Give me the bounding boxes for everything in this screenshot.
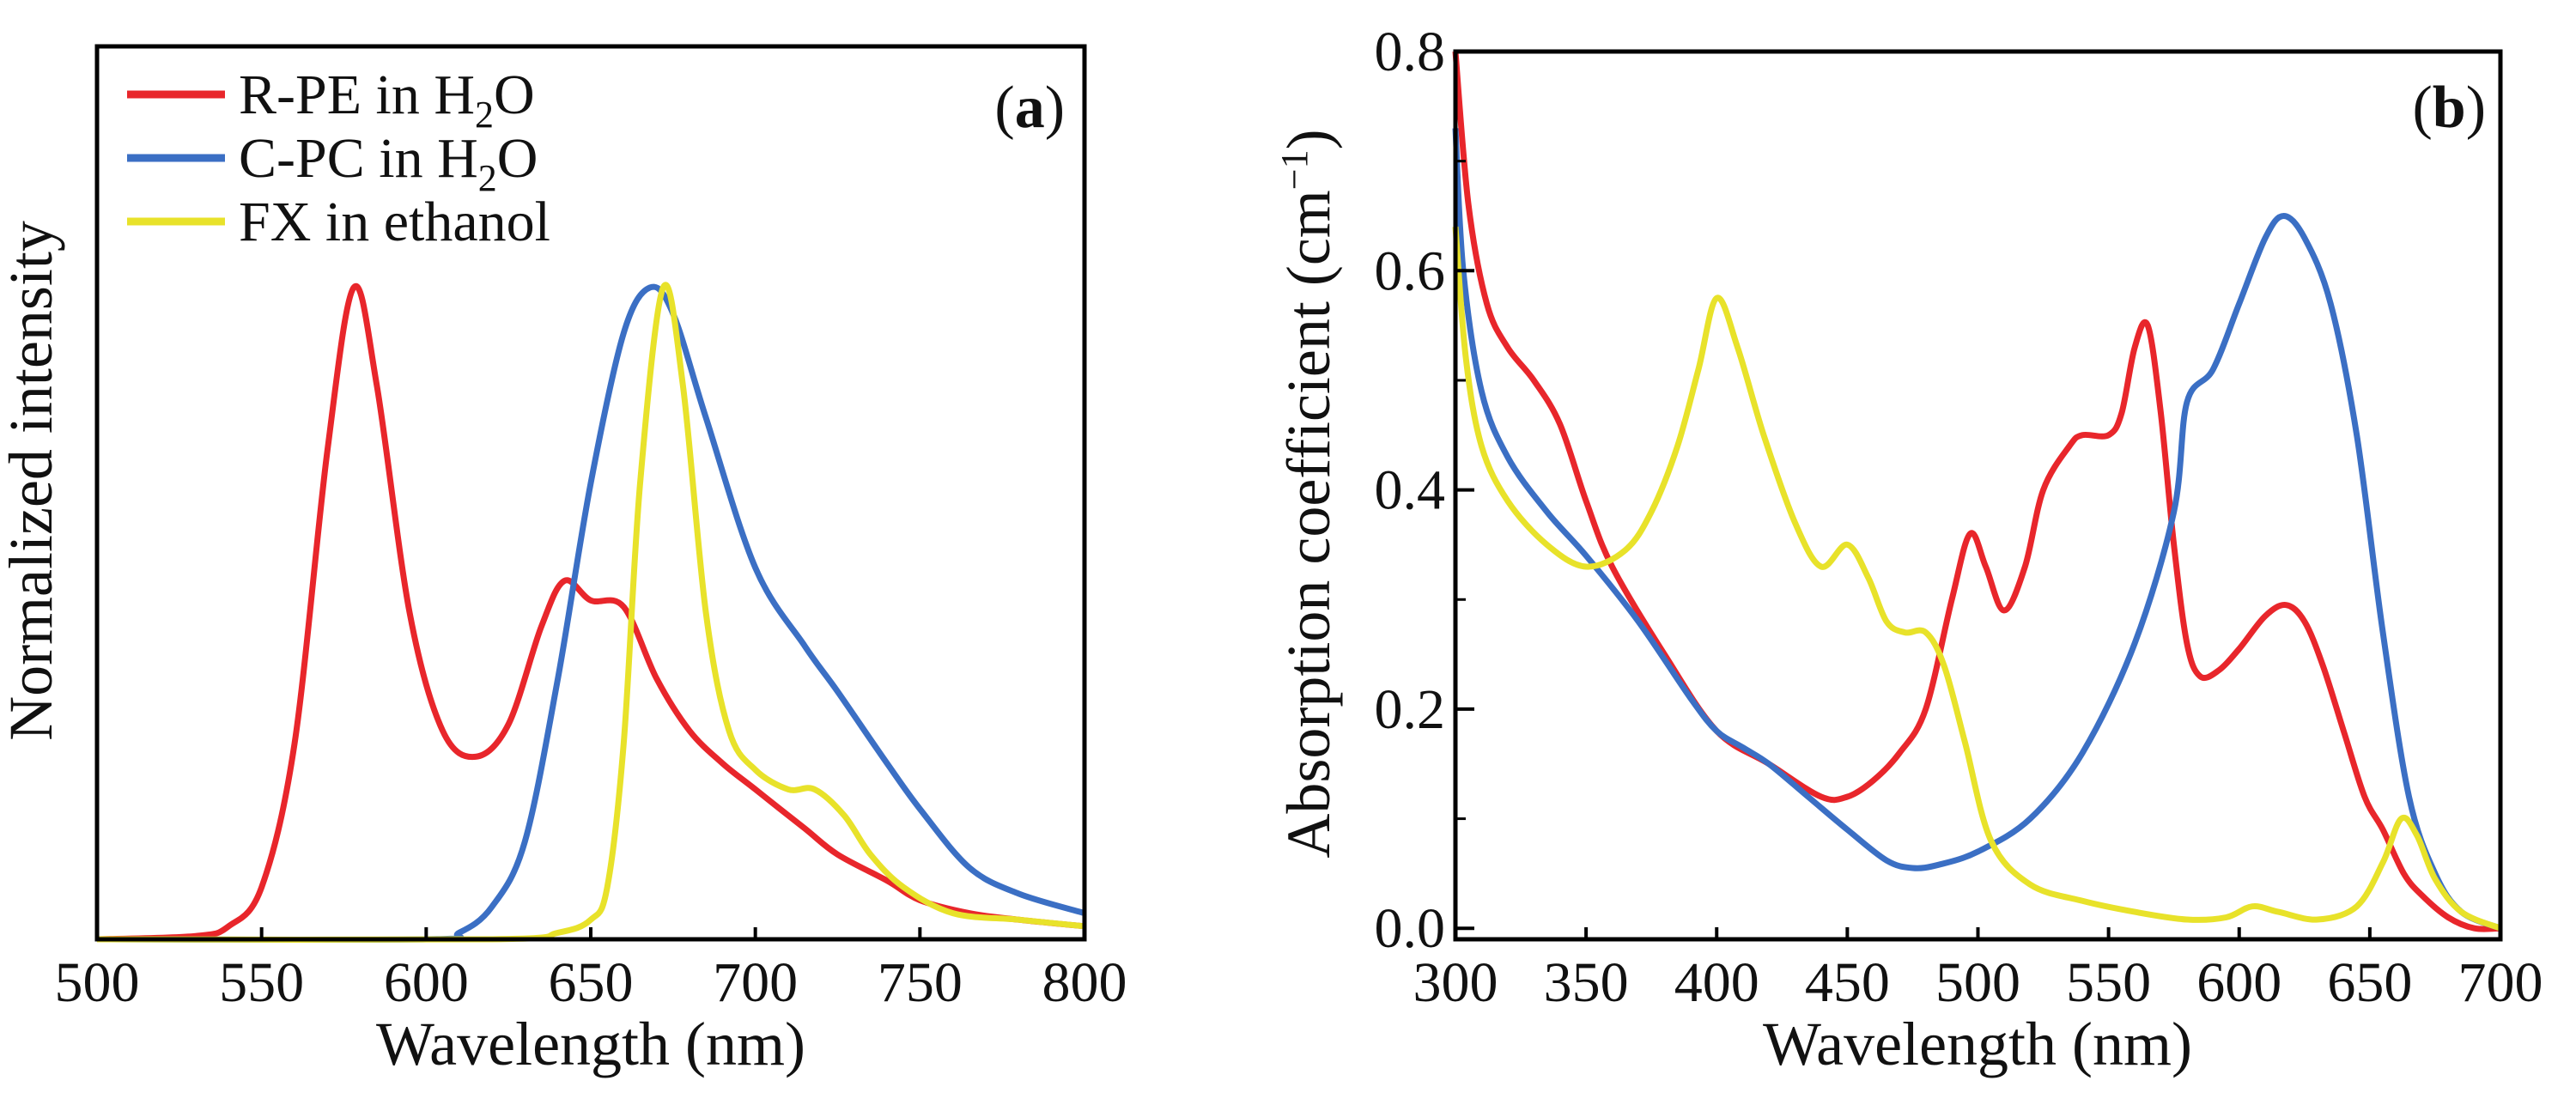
panel-b-letter: b: [2433, 75, 2466, 141]
panel-b-x-axis-title: Wavelength (nm): [1763, 1010, 2192, 1078]
panel-a-y-axis-title: Normalized intensity: [0, 221, 65, 741]
panel-b-curves: [1452, 51, 2502, 932]
x-tick-label: 300: [1413, 951, 1498, 1014]
panel-a-x-axis-title: Wavelength (nm): [376, 1010, 805, 1078]
series-line-r-pe-in-h2o: [96, 282, 1085, 943]
x-tick-label: 600: [384, 951, 469, 1014]
x-tick-label: 450: [1805, 951, 1890, 1014]
panel-a-letter: a: [1015, 75, 1045, 141]
y-title-main: Absorption coefficient (cm: [1274, 190, 1343, 858]
panel-b-y-axis-title: Absorption coefficient (cm−1): [1273, 129, 1343, 858]
series-line-r-pe-in-h2o: [1452, 51, 2501, 932]
x-tick-label: 400: [1674, 951, 1759, 1014]
panel-a-label: (a): [994, 75, 1065, 141]
panel-b: 300 350 400 450 500 550 600 650 700 0.0 0.2 0.4 0.6 0…: [1273, 21, 2543, 1078]
series-line-c-pc-in-h2o: [96, 283, 1085, 944]
y-tick-label: 0.0: [1375, 897, 1446, 960]
x-tick-label: 600: [2196, 951, 2281, 1014]
x-tick-label: 550: [2066, 951, 2151, 1014]
y-tick-label: 0.8: [1375, 21, 1446, 83]
series-line-c-pc-in-h2o: [1452, 128, 2502, 932]
x-tick-label: 750: [878, 951, 963, 1014]
x-tick-label: 500: [1935, 951, 2020, 1014]
y-tick-label: 0.6: [1375, 240, 1446, 302]
legend-item: R-PE in H2O: [127, 64, 535, 136]
panel-a-curves: [96, 282, 1085, 944]
series-line-fx-in-ethanol: [96, 282, 1085, 944]
x-tick-label: 700: [713, 951, 798, 1014]
y-tick-label: 0.2: [1375, 678, 1446, 741]
legend-item: FX in ethanol: [127, 191, 550, 253]
legend-label: R-PE in H2O: [239, 64, 535, 136]
x-tick-label: 800: [1042, 951, 1127, 1014]
panel-a: 500 550 600 650 700 750 800 Wavelength (nm) No…: [0, 44, 1127, 1078]
y-title-tail: ): [1274, 129, 1343, 149]
y-title-sup: −1: [1273, 149, 1315, 190]
series-line-fx-in-ethanol: [1452, 226, 2502, 932]
legend-label: C-PC in H2O: [239, 127, 538, 199]
y-tick-label: 0.4: [1375, 459, 1446, 522]
x-tick-label: 700: [2458, 951, 2543, 1014]
panel-b-ticks: 300 350 400 450 500 550 600 650 700 0.0 0.2 0.4 0.6 0…: [1375, 21, 2543, 1014]
x-tick-label: 650: [549, 951, 634, 1014]
x-tick-label: 350: [1544, 951, 1629, 1014]
x-tick-label: 650: [2327, 951, 2412, 1014]
panel-b-label: (b): [2412, 75, 2486, 141]
legend-item: C-PC in H2O: [127, 127, 538, 199]
legend-label: FX in ethanol: [239, 191, 550, 253]
panel-a-x-ticks: 500 550 600 650 700 750 800: [55, 927, 1127, 1014]
x-tick-label: 500: [55, 951, 140, 1014]
x-tick-label: 550: [219, 951, 304, 1014]
